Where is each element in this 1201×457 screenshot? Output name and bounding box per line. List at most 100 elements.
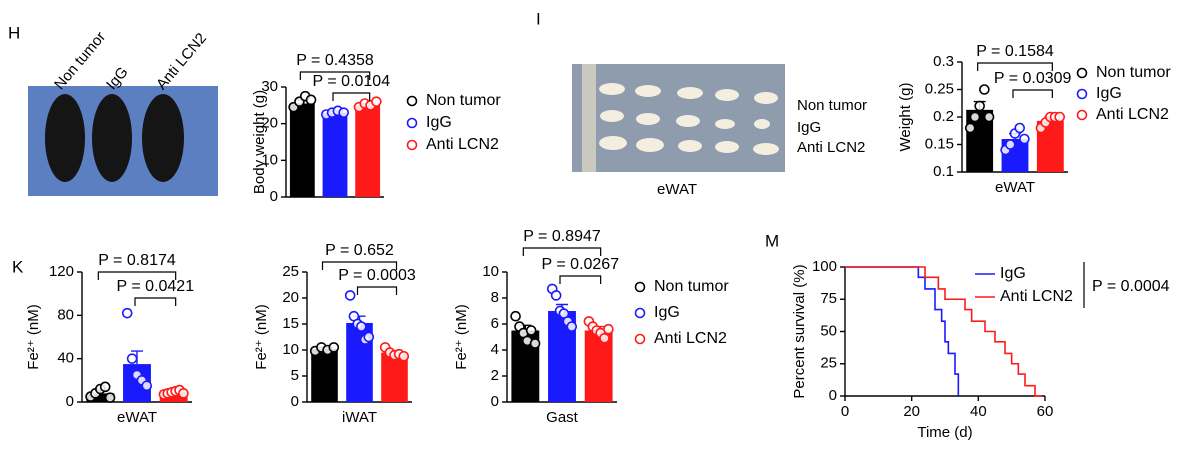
p-value: P = 0.1584	[976, 43, 1054, 60]
y-tick-label: 120	[49, 263, 74, 280]
legend-label: IgG	[654, 304, 680, 321]
legend-marker	[406, 139, 418, 151]
legend-marker	[406, 117, 418, 129]
legend-label: Anti LCN2	[654, 330, 727, 347]
mouse	[142, 94, 184, 182]
x-tick-label: 60	[1037, 403, 1054, 420]
y-tick-label: 0.25	[925, 80, 954, 97]
y-tick-label: 0.3	[933, 53, 954, 70]
data-point	[529, 338, 541, 349]
y-tick-label: 100	[812, 258, 837, 275]
y-tick-label: 8	[491, 289, 499, 306]
bar	[311, 348, 338, 402]
data-point	[328, 342, 340, 353]
x-tick-label: 40	[970, 403, 987, 420]
legend-label: Anti LCN2	[1096, 106, 1169, 123]
p-value: P = 0.0267	[542, 256, 620, 273]
data-point	[338, 107, 349, 118]
bar	[355, 105, 381, 197]
significance-bracket	[134, 297, 177, 306]
photo-label: Anti LCN2	[153, 30, 210, 93]
y-tick-label: 40	[57, 350, 74, 367]
tissues	[599, 83, 779, 155]
data-point	[398, 350, 410, 362]
y-axis-label: Percent survival (%)	[791, 264, 808, 398]
mouse	[45, 94, 85, 182]
p-value: P = 0.0421	[117, 278, 195, 295]
y-axis-label: Weight (g)	[897, 83, 914, 152]
legend-label: IgG	[1096, 85, 1122, 102]
data-point	[305, 94, 317, 106]
data-point	[1005, 139, 1016, 150]
y-tick-label: 25	[820, 355, 837, 372]
legend-label: Non tumor	[426, 92, 501, 109]
y-tick-label: 0	[491, 393, 499, 410]
significance-bracket	[299, 71, 371, 80]
y-tick-label: 0.2	[933, 108, 954, 125]
data-point	[550, 290, 562, 301]
legend-marker	[634, 333, 646, 345]
legend-label: Non tumor	[654, 278, 729, 295]
significance-bracket	[522, 247, 602, 256]
significance-bracket	[97, 271, 177, 280]
legend-marker	[1076, 88, 1088, 100]
legend-marker	[1076, 67, 1088, 79]
x-axis-label: eWAT	[995, 179, 1035, 196]
data-point	[964, 122, 976, 134]
y-tick-label: 0	[66, 393, 74, 410]
photo-label: Non tumor	[797, 97, 867, 114]
legend-label: IgG	[1000, 265, 1026, 282]
data-point	[126, 353, 138, 364]
ruler	[582, 64, 596, 172]
x-tick-label: 20	[903, 403, 920, 420]
y-tick-label: 50	[820, 322, 837, 339]
legend-label: Anti LCN2	[426, 136, 499, 153]
data-point	[121, 307, 133, 319]
data-point	[1014, 122, 1025, 134]
bar	[584, 330, 613, 402]
legend-label: Anti LCN2	[1000, 288, 1073, 305]
photo-caption: eWAT	[657, 181, 697, 198]
panel-letter: I	[536, 9, 541, 28]
y-tick-label: 75	[820, 290, 837, 307]
p-value: P = 0.0003	[338, 267, 416, 284]
y-axis-label: Fe²⁺ (nM)	[25, 304, 42, 369]
significance-bracket	[332, 92, 371, 101]
y-axis-label: Body weight (g)	[251, 90, 268, 194]
p-value: P = 0.8174	[98, 252, 176, 269]
y-tick-label: 6	[491, 315, 499, 332]
y-tick-label: 20	[261, 115, 278, 132]
significance-bracket	[321, 261, 398, 270]
legend-marker	[634, 307, 646, 319]
legend-marker	[406, 95, 418, 107]
y-tick-label: 30	[261, 78, 278, 95]
y-tick-label: 10	[282, 341, 299, 358]
legend-label: Non tumor	[1096, 64, 1171, 81]
data-point	[599, 332, 610, 344]
data-point	[1054, 111, 1066, 123]
y-tick-label: 10	[482, 263, 499, 280]
x-axis-label: Time (d)	[917, 424, 972, 441]
p-value: P = 0.0309	[994, 70, 1072, 87]
y-tick-label: 0.15	[925, 135, 954, 152]
data-point	[141, 380, 153, 392]
legend-marker	[1076, 109, 1088, 121]
data-point	[1019, 133, 1030, 145]
x-axis-label: iWAT	[342, 409, 377, 426]
x-axis-label: eWAT	[117, 409, 157, 426]
p-value: P = 0.8947	[523, 228, 601, 245]
data-point	[974, 100, 985, 112]
data-point	[104, 392, 116, 403]
photo-label: Anti LCN2	[797, 139, 865, 156]
data-point	[371, 96, 382, 107]
x-tick-label: 0	[841, 403, 849, 420]
data-point	[983, 111, 995, 123]
y-tick-label: 20	[282, 289, 299, 306]
y-tick-label: 0	[291, 393, 299, 410]
data-point	[510, 310, 521, 322]
panel-letter: H	[8, 23, 20, 42]
legend-marker	[634, 281, 646, 293]
photo-label: Non tumor	[51, 29, 109, 94]
data-point	[525, 325, 537, 336]
